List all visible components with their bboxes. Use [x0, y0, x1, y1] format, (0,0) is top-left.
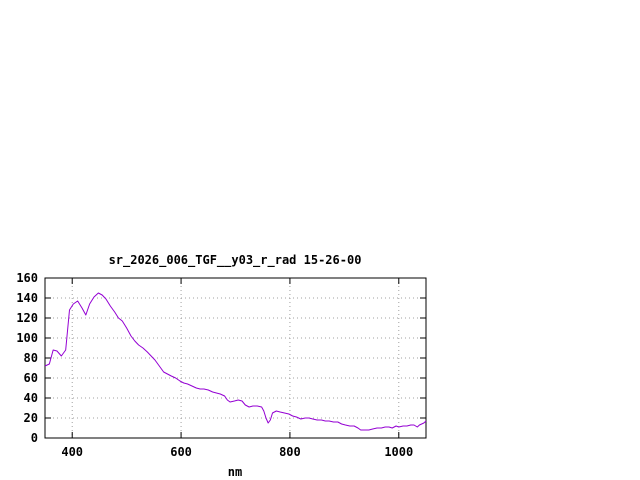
y-tick-label: 20 — [24, 411, 38, 425]
axis-ticks — [45, 277, 426, 439]
x-tick-label: 600 — [170, 445, 192, 459]
plot-frame — [44, 277, 427, 439]
y-tick-label: 0 — [31, 431, 38, 445]
chart-title: sr_2026_006_TGF__y03_r_rad 15-26-00 — [109, 253, 362, 268]
series-layer — [44, 292, 427, 431]
series-line — [44, 292, 427, 431]
x-tick-label: 400 — [61, 445, 83, 459]
y-tick-label: 80 — [24, 351, 38, 365]
y-tick-label: 40 — [24, 391, 38, 405]
y-tick-label: 160 — [16, 271, 38, 285]
x-axis-label: nm — [228, 465, 242, 479]
x-tick-label: 1000 — [384, 445, 413, 459]
tick-labels: 0 20 40 60 80 100 120 140 160 400 600 800 1000 — [16, 271, 413, 459]
y-tick-label: 100 — [16, 331, 38, 345]
x-tick-label: 800 — [279, 445, 301, 459]
y-tick-label: 120 — [16, 311, 38, 325]
y-tick-label: 140 — [16, 291, 38, 305]
y-tick-label: 60 — [24, 371, 38, 385]
grid-lines — [45, 278, 426, 438]
